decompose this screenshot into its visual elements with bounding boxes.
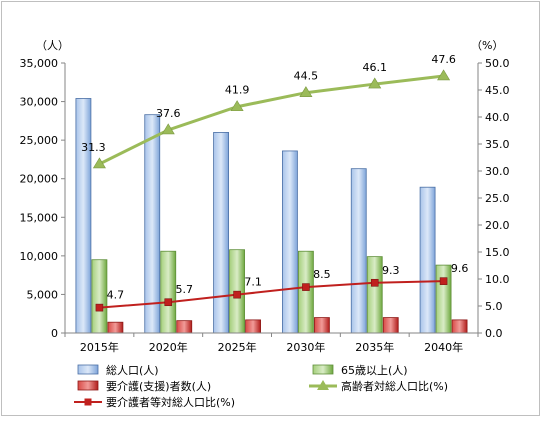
triangle-marker (368, 77, 382, 89)
triangle-marker (92, 157, 106, 169)
bar-care-needed (107, 321, 124, 334)
triangle-marker (161, 123, 175, 135)
bar-care-needed (382, 317, 399, 334)
bar-total-population (144, 114, 161, 334)
right-tick-label: 45.0 (485, 84, 510, 97)
elderly-ratio-label: 41.9 (225, 84, 250, 97)
line-series: 31.3 37.6 41.9 44.5 46.1 47.6 4.7 5.7 7.1 8.5 9.3 9… (81, 53, 469, 312)
x-axis-labels: 2015年 2020年 2025年 2030年 2035年 2040年 (64, 333, 479, 354)
x-tick-label: 2035年 (355, 340, 394, 354)
triangle-marker (230, 100, 244, 112)
square-marker (302, 283, 310, 291)
triangle-marker (437, 69, 451, 81)
bar-total-population (75, 98, 92, 334)
legend-item: 要介護者等対総人口比(%) (74, 395, 235, 409)
legend-label: 要介護者等対総人口比(%) (106, 395, 235, 409)
left-tick-label: 25,000 (20, 134, 59, 147)
left-tick-label: 20,000 (20, 173, 59, 186)
elderly-ratio-label: 44.5 (294, 70, 319, 83)
elderly-ratio-label: 37.6 (156, 107, 181, 120)
right-tick-label: 40.0 (485, 111, 510, 124)
right-axis-ticks: 0.0 5.0 10.0 15.0 20.0 25.0 30.0 35.0 40.0 45.0 50… (478, 57, 510, 340)
bar-age-65-plus (435, 264, 452, 334)
x-tick-label: 2040年 (424, 340, 463, 354)
bar-age-65-plus (366, 256, 383, 334)
right-tick-label: 30.0 (485, 165, 510, 178)
right-tick-label: 50.0 (485, 57, 510, 70)
care-ratio-label: 5.7 (176, 283, 194, 296)
legend-swatch (312, 364, 334, 375)
elderly-ratio-label: 46.1 (363, 61, 388, 74)
bar-total-population (350, 168, 367, 334)
left-tick-label: 10,000 (20, 250, 59, 263)
care-ratio-label: 9.6 (451, 262, 469, 275)
legend-item: 要介護(支援)者数(人) (77, 379, 211, 393)
care-ratio-label: 9.3 (382, 264, 400, 277)
legend-square-marker (84, 398, 92, 406)
left-tick-label: 35,000 (20, 57, 59, 70)
legend-label: 65歳以上(人) (341, 364, 408, 377)
legend-item: 65歳以上(人) (312, 364, 408, 377)
left-tick-label: 0 (51, 327, 58, 340)
square-marker (233, 290, 241, 299)
bar-care-needed (451, 319, 468, 334)
bar-age-65-plus (91, 259, 108, 334)
x-tick-label: 2030年 (286, 340, 325, 354)
right-tick-label: 5.0 (485, 300, 503, 313)
left-tick-label: 15,000 (20, 211, 59, 224)
legend-swatch (77, 380, 99, 391)
left-axis-unit: （人） (36, 39, 69, 52)
legend-swatch (77, 364, 99, 375)
legend-triangle-marker (317, 380, 329, 390)
bar-care-needed (314, 317, 330, 334)
square-marker (95, 303, 104, 312)
right-tick-label: 20.0 (485, 219, 510, 232)
x-tick-label: 2015年 (80, 340, 119, 354)
bar-age-65-plus (298, 250, 314, 334)
right-tick-label: 15.0 (485, 246, 510, 259)
bar-series (75, 98, 468, 334)
right-tick-label: 0.0 (485, 327, 503, 340)
care-ratio-label: 4.7 (107, 289, 125, 302)
legend-label: 総人口(人) (106, 363, 159, 377)
line-elderly-ratio (98, 74, 444, 166)
legend-label: 要介護(支援)者数(人) (106, 379, 211, 393)
x-tick-label: 2025年 (218, 340, 257, 354)
square-marker (439, 277, 448, 285)
bar-care-needed (245, 319, 261, 334)
bar-total-population (282, 150, 298, 334)
care-ratio-label: 8.5 (313, 268, 331, 281)
elderly-ratio-label: 31.3 (81, 141, 106, 154)
bar-total-population (213, 132, 229, 334)
right-tick-label: 35.0 (485, 138, 510, 151)
x-tick-label: 2020年 (149, 340, 188, 354)
bar-total-population (419, 186, 436, 334)
right-tick-label: 10.0 (485, 273, 510, 286)
legend: 総人口(人) 65歳以上(人) 要介護(支援)者数(人) 高齢者対総人口比(%) 要介護… (74, 363, 448, 409)
legend-item: 高齢者対総人口比(%) (309, 379, 448, 393)
elderly-ratio-label: 47.6 (431, 53, 456, 66)
care-ratio-label: 7.1 (244, 276, 262, 289)
right-tick-label: 25.0 (485, 192, 510, 205)
line-care-ratio (99, 280, 444, 309)
square-marker (370, 278, 379, 287)
left-tick-label: 30,000 (20, 96, 59, 109)
left-tick-label: 5,000 (27, 288, 59, 301)
axes (64, 63, 479, 334)
legend-label: 高齢者対総人口比(%) (341, 379, 448, 393)
bar-care-needed (176, 320, 193, 334)
triangle-marker (299, 86, 313, 97)
right-axis-unit: （%） (471, 39, 503, 52)
left-axis-ticks: 0 5,000 10,000 15,000 20,000 25,000 30,000 35,0… (20, 57, 65, 340)
legend-item: 総人口(人) (77, 363, 159, 377)
square-marker (164, 298, 173, 307)
bar-age-65-plus (160, 250, 177, 334)
